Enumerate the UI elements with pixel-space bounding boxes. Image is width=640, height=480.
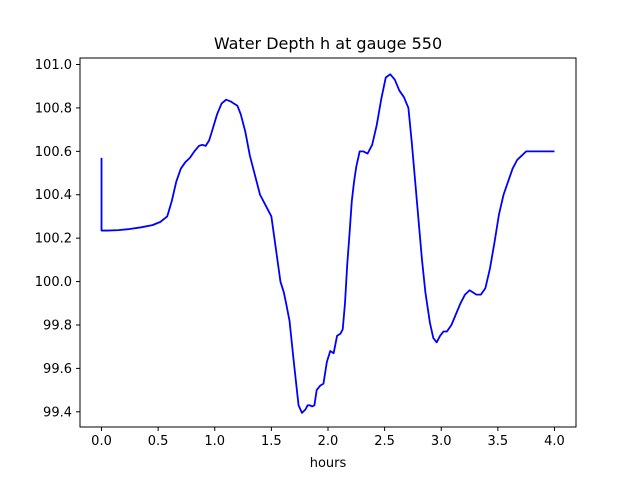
chart-title: Water Depth h at gauge 550 (214, 34, 442, 53)
y-tick-label: 99.6 (43, 362, 72, 377)
x-tick-label: 4.0 (544, 434, 565, 449)
y-tick-label: 99.8 (43, 318, 72, 333)
x-tick-label: 3.0 (431, 434, 452, 449)
plot-frame (79, 57, 577, 428)
y-tick-label: 100.8 (35, 101, 72, 116)
x-tick-label: 1.5 (261, 434, 282, 449)
y-tick-label: 100.6 (35, 145, 72, 160)
y-tick-label: 101.0 (35, 58, 72, 73)
x-tick-label: 2.0 (318, 434, 339, 449)
x-tick-label: 0.5 (148, 434, 169, 449)
plot-area (100, 73, 555, 414)
x-axis-label: hours (310, 456, 347, 471)
x-tick-label: 3.5 (488, 434, 509, 449)
y-tick-label: 100.4 (35, 188, 72, 203)
x-tick-label: 2.5 (374, 434, 395, 449)
x-tick-label: 0.0 (91, 434, 112, 449)
axes: 0.0 0.5 1.0 1.5 2.0 2.5 3.0 3.5 4.0 99.4 99.6 99.8 1… (35, 57, 577, 449)
y-tick-label: 100.0 (35, 275, 72, 290)
series-line-0 (100, 73, 555, 414)
y-tick-label: 100.2 (35, 232, 72, 247)
x-tick-label: 1.0 (204, 434, 225, 449)
y-tick-label: 99.4 (43, 405, 72, 420)
